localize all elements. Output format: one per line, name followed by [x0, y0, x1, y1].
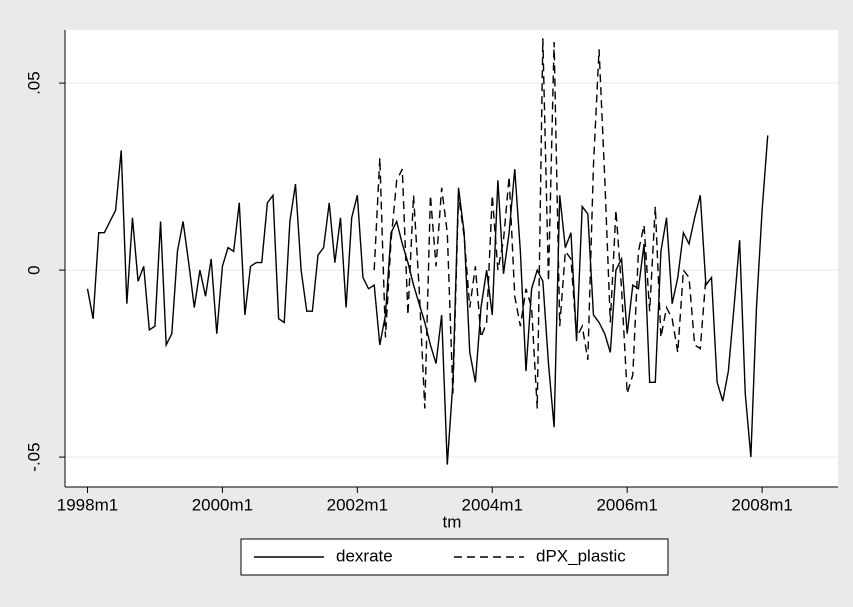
y-tick-label: 0	[24, 265, 43, 274]
y-tick-label: -.05	[24, 442, 43, 471]
data-line	[373, 38, 707, 409]
plot-area	[65, 30, 838, 487]
x-tick-label: 2004m1	[462, 495, 523, 514]
x-axis-label: tm	[443, 512, 462, 531]
legend-label: dexrate	[336, 546, 393, 565]
legend-label: dPX_plastic	[536, 546, 626, 565]
x-tick-label: 2006m1	[596, 495, 657, 514]
y-tick-label: .05	[24, 71, 43, 95]
x-tick-label: 1998m1	[57, 495, 118, 514]
x-tick-label: 2002m1	[327, 495, 388, 514]
x-tick-label: 2000m1	[192, 495, 253, 514]
data-line	[86, 135, 769, 465]
x-tick-label: 2008m1	[731, 495, 792, 514]
